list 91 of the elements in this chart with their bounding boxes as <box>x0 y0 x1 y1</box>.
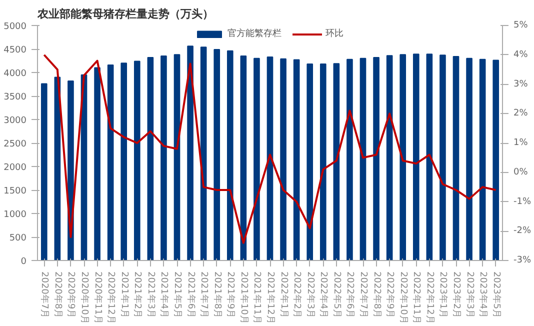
bar <box>226 50 234 260</box>
y2-tick-label: -3% <box>514 256 532 266</box>
bar <box>400 54 406 260</box>
x-tick-label: 2021年12月 <box>265 272 276 324</box>
y-tick-label: 4000 <box>4 69 27 79</box>
y2-tick-label: 2% <box>514 108 528 119</box>
x-tick-label: 2021年6月 <box>185 272 196 318</box>
bar <box>200 46 207 260</box>
bar <box>412 54 420 260</box>
x-tick-label: 2021年10月 <box>238 272 250 324</box>
x-tick-label: 2020年8月 <box>52 272 64 318</box>
y2-tick-label: 0% <box>514 167 528 178</box>
y2-tick-label: 4% <box>514 50 528 60</box>
bar <box>107 64 114 260</box>
x-tick-label: 2023年1月 <box>438 272 449 318</box>
bar <box>452 56 460 260</box>
bar <box>174 54 180 260</box>
bar <box>440 54 446 260</box>
x-tick-label: 2023年3月 <box>464 272 476 318</box>
x-tick-label: 2022年4月 <box>318 272 330 318</box>
x-tick-label: 2022年5月 <box>331 272 342 318</box>
bar <box>40 83 48 260</box>
x-tick-label: 2022年1月 <box>278 272 290 318</box>
bar <box>160 56 167 260</box>
x-tick-label: 2021年11月 <box>252 272 263 324</box>
y-tick-label: 4500 <box>4 46 27 56</box>
x-tick-label: 2021年2月 <box>132 272 144 318</box>
x-tick-label: 2023年5月 <box>490 272 502 318</box>
x-tick-label: 2020年11月 <box>92 272 104 324</box>
bar <box>306 64 314 260</box>
bar <box>346 58 353 260</box>
bar <box>240 56 247 260</box>
bar <box>479 58 486 260</box>
x-tick-label: 2020年12月 <box>106 272 117 324</box>
bar <box>320 64 326 260</box>
line-series <box>43 54 497 244</box>
bar <box>214 48 220 260</box>
y-tick-label: 1500 <box>4 186 27 196</box>
bar <box>360 58 366 260</box>
x-tick-label: 2022年9月 <box>384 272 396 318</box>
bar <box>373 56 380 260</box>
x-tick-label: 2022年11月 <box>411 272 422 324</box>
x-tick-label: 2021年3月 <box>145 272 156 318</box>
y-tick-label: 3500 <box>4 92 27 102</box>
x-tick-label: 2023年4月 <box>478 272 489 318</box>
y-tick-label: 2500 <box>4 140 27 150</box>
y2-tick-label: 1% <box>514 138 528 148</box>
bar <box>134 60 140 260</box>
x-tick-label: 2020年9月 <box>66 272 77 318</box>
x-tick-label: 2021年9月 <box>225 272 236 318</box>
y2-tick-label: -2% <box>514 226 532 236</box>
bar <box>120 62 128 260</box>
bar <box>333 63 340 260</box>
y2-tick-label: 3% <box>514 79 528 90</box>
x-tick-label: 2022年12月 <box>424 272 436 324</box>
legend-label: 官方能繁存栏 <box>228 28 282 40</box>
x-tick-label: 2021年5月 <box>172 272 183 318</box>
x-tick-label: 2020年10月 <box>79 272 90 324</box>
bar <box>466 58 472 260</box>
x-tick-label: 2021年4月 <box>158 272 170 318</box>
x-tick-label: 2022年10月 <box>398 272 409 324</box>
x-tick-label: 2022年7月 <box>358 272 369 318</box>
bar <box>280 58 286 260</box>
bar <box>386 55 393 260</box>
x-tick-label: 2021年1月 <box>118 272 130 318</box>
x-tick-label: 2022年6月 <box>344 272 356 318</box>
bar <box>426 54 433 260</box>
y-tick-label: 5000 <box>4 22 27 32</box>
bar <box>293 59 300 260</box>
bar <box>254 58 260 260</box>
y-tick-label: 1000 <box>4 210 27 220</box>
bar <box>492 60 500 260</box>
x-tick-label: 2022年2月 <box>292 272 303 318</box>
bar <box>187 46 194 260</box>
x-tick-label: 2023年2月 <box>451 272 462 318</box>
x-tick-label: 2022年3月 <box>304 272 316 318</box>
y2-tick-label: -1% <box>514 196 532 207</box>
x-tick-label: 2020年7月 <box>39 272 50 318</box>
legend-label: 环比 <box>326 28 344 40</box>
x-tick-label: 2021年7月 <box>198 272 210 318</box>
y-tick-label: 500 <box>9 234 27 244</box>
y2-tick-label: 5% <box>514 20 528 30</box>
y-tick-label: 0 <box>20 257 27 267</box>
bar <box>94 67 100 260</box>
y-tick-label: 3000 <box>4 116 27 126</box>
x-tick-label: 2022年8月 <box>371 272 382 318</box>
bar <box>266 56 274 260</box>
chart-title: 农业部能繁母猪存栏量走势（万头） <box>36 8 214 20</box>
bar <box>147 56 154 260</box>
x-tick-label: 2021年8月 <box>212 272 223 318</box>
y-tick-label: 2000 <box>4 163 27 173</box>
